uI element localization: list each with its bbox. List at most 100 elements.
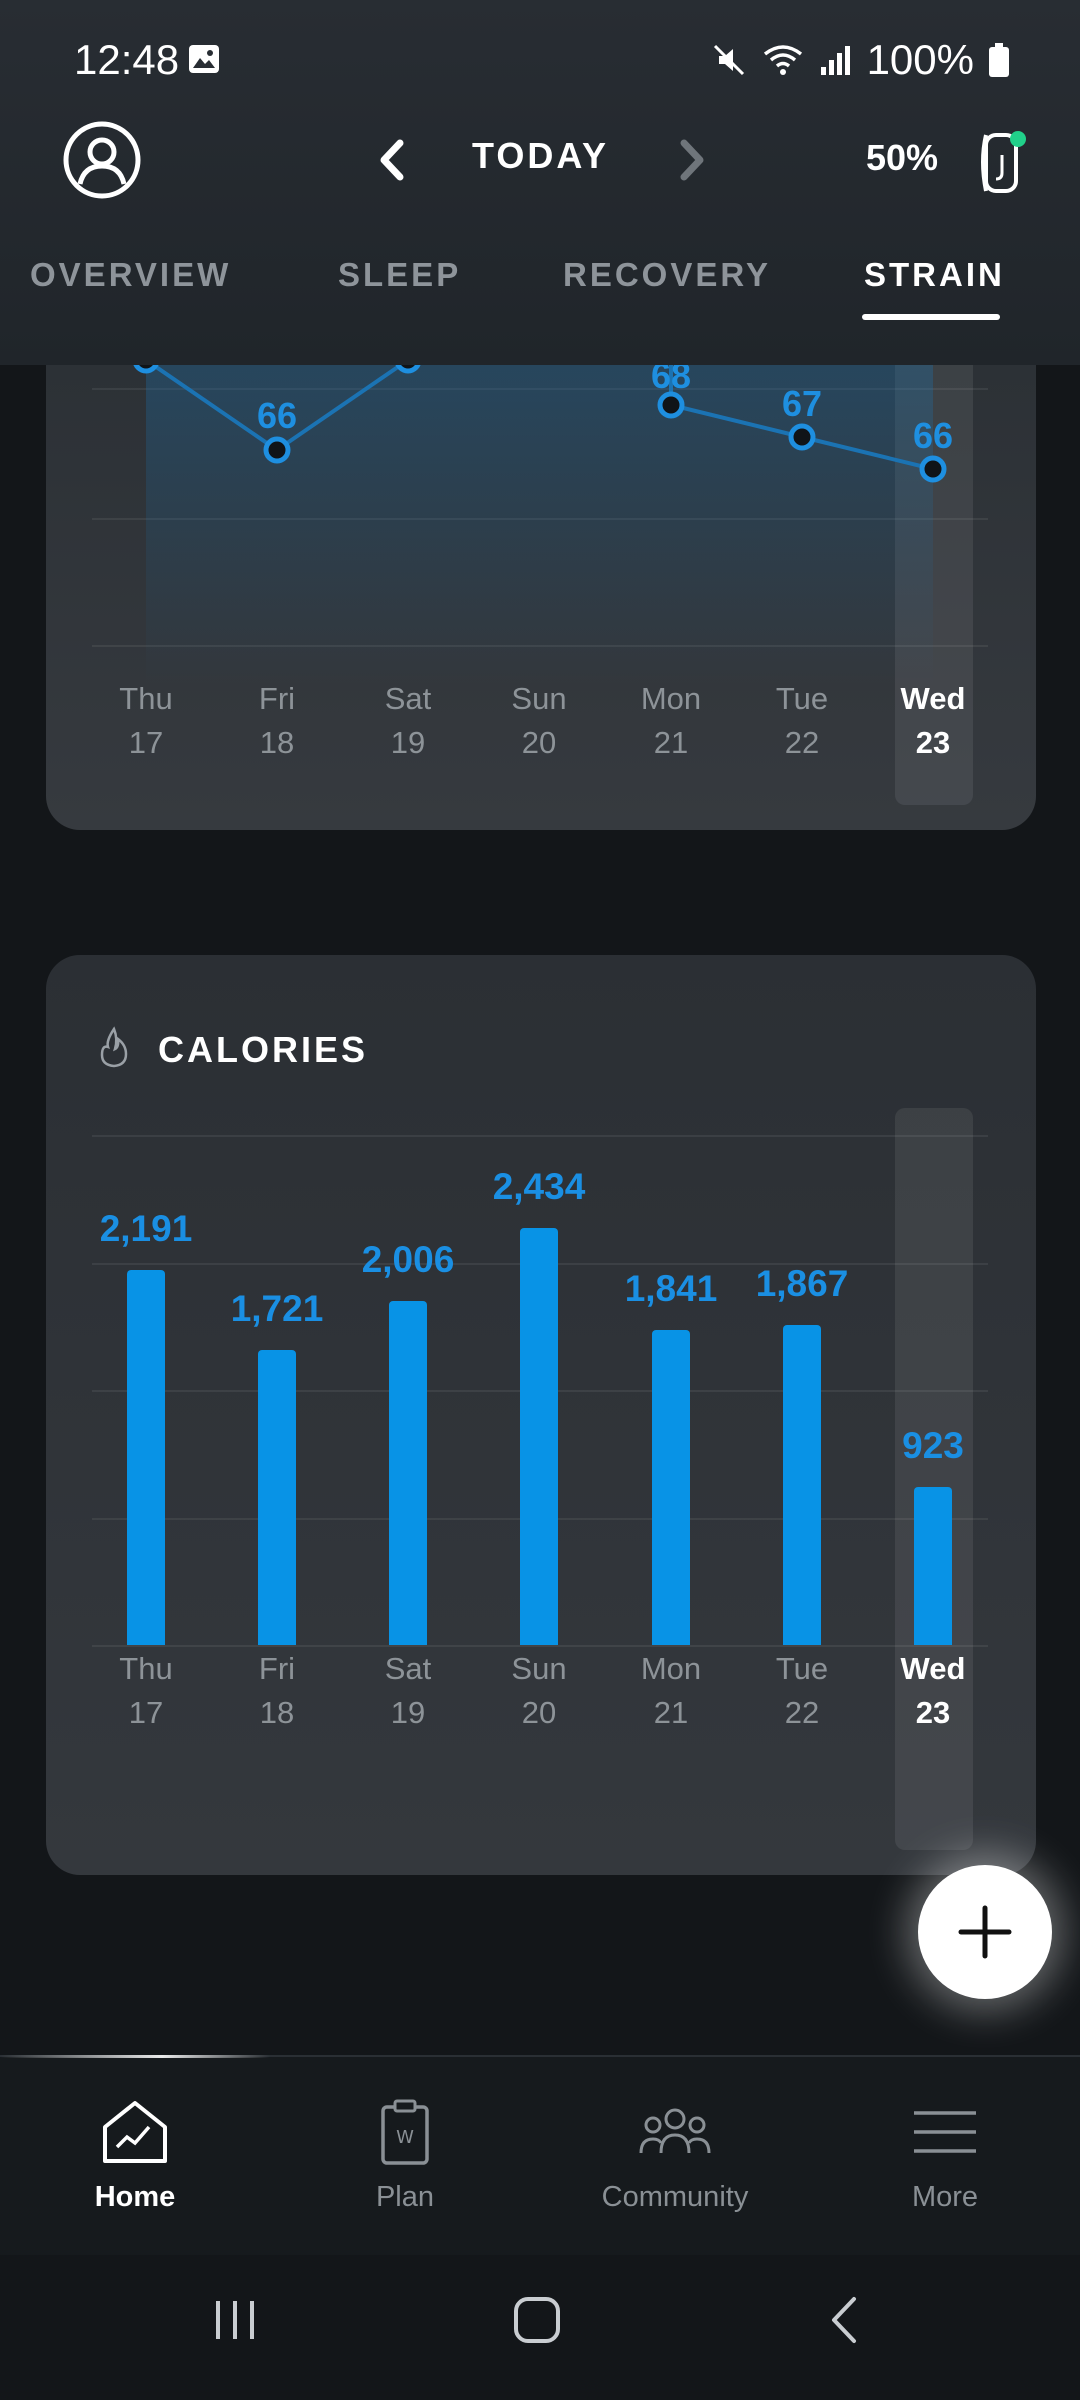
status-time: 12:48 xyxy=(74,36,180,83)
line-point xyxy=(263,436,291,464)
day-label-wed[interactable]: Wed 23 xyxy=(868,1647,998,1735)
flame-icon xyxy=(100,1026,128,1068)
tab-recovery[interactable]: RECOVERY xyxy=(563,256,771,293)
line-value-label: 66 xyxy=(912,415,954,456)
day-date: 19 xyxy=(390,725,426,760)
signal-icon xyxy=(820,46,850,75)
calorie-bar[interactable] xyxy=(914,1486,952,1645)
line-value-label: 68 xyxy=(650,365,692,396)
day-date: 18 xyxy=(259,725,295,760)
recents-icon[interactable] xyxy=(210,2295,260,2345)
line-point xyxy=(788,423,816,451)
profile-icon[interactable] xyxy=(62,120,142,200)
day-date: 18 xyxy=(259,1695,295,1730)
day-label-tue[interactable]: Tue 22 xyxy=(737,1647,867,1735)
day-label-sun[interactable]: Sun 20 xyxy=(474,1647,604,1735)
calorie-value-label: 2,006 xyxy=(361,1239,455,1281)
nav-home[interactable]: Home xyxy=(25,2097,245,2237)
calorie-bar[interactable] xyxy=(258,1350,296,1645)
day-label-mon[interactable]: Mon 21 xyxy=(606,677,736,765)
baseline xyxy=(92,1645,988,1647)
day-date: 20 xyxy=(521,1695,557,1730)
strap-icon[interactable] xyxy=(966,121,1036,201)
day-name: Wed xyxy=(900,1651,966,1686)
day-name: Fri xyxy=(258,1651,296,1686)
nav-plan[interactable]: W Plan xyxy=(295,2097,515,2237)
community-icon xyxy=(639,2108,711,2154)
day-date: 20 xyxy=(521,725,557,760)
day-date: 19 xyxy=(390,1695,426,1730)
day-label-fri[interactable]: Fri 18 xyxy=(212,1647,342,1735)
wifi-icon xyxy=(763,45,802,75)
calories-card[interactable]: CALORIES 2,191 1,721 2,006 2,434 1,841 1,867 9… xyxy=(46,955,1036,1875)
plus-icon xyxy=(958,1905,1012,1959)
nav-label: Home xyxy=(94,2181,176,2213)
content-scroll[interactable]: 66 68 67 66 Thu 17 Fri 18 Sat 19 Sun 20 Mon 21 Tue… xyxy=(0,365,1080,2055)
home-icon[interactable] xyxy=(512,2295,562,2345)
calorie-bar[interactable] xyxy=(127,1269,165,1645)
gallery-icon xyxy=(189,45,219,73)
nav-label: More xyxy=(911,2181,979,2213)
day-date: 17 xyxy=(128,1695,164,1730)
line-chart xyxy=(133,365,947,685)
line-area xyxy=(146,365,933,685)
card-title: CALORIES xyxy=(158,1029,369,1070)
calorie-bar[interactable] xyxy=(389,1301,427,1645)
clipboard-icon: W xyxy=(381,2099,429,2165)
current-day-highlight xyxy=(895,1108,973,1850)
day-label-thu[interactable]: Thu 17 xyxy=(81,677,211,765)
chevron-right-icon[interactable] xyxy=(672,135,712,185)
tab-overview[interactable]: OVERVIEW xyxy=(30,256,232,293)
day-label-thu[interactable]: Thu 17 xyxy=(81,1647,211,1735)
line-point xyxy=(657,391,685,419)
day-name: Sat xyxy=(384,681,432,716)
calorie-value-label: 1,721 xyxy=(230,1288,324,1330)
line-chart-card: 66 68 67 66 Thu 17 Fri 18 Sat 19 Sun 20 Mon 21 Tue… xyxy=(46,365,1036,830)
back-icon[interactable] xyxy=(820,2295,870,2345)
menu-icon xyxy=(914,2111,976,2153)
day-name: Tue xyxy=(775,681,829,716)
day-label-tue[interactable]: Tue 22 xyxy=(737,677,867,765)
nav-label: Plan xyxy=(375,2181,435,2213)
calorie-value-label: 1,867 xyxy=(755,1263,849,1305)
tab-bar: OVERVIEW SLEEP RECOVERY STRAIN xyxy=(0,250,1080,330)
day-date: 23 xyxy=(915,725,951,760)
tab-strain[interactable]: STRAIN xyxy=(864,256,1005,293)
day-date: 21 xyxy=(653,1695,689,1730)
nav-glow xyxy=(0,2055,270,2058)
nav-more[interactable]: More xyxy=(835,2097,1055,2237)
day-name: Fri xyxy=(258,681,296,716)
day-name: Mon xyxy=(640,681,702,716)
battery-icon xyxy=(989,43,1009,77)
day-name: Sun xyxy=(511,1651,567,1686)
add-activity-button[interactable] xyxy=(918,1865,1052,1999)
day-name: Sun xyxy=(511,681,567,716)
day-label-mon[interactable]: Mon 21 xyxy=(606,1647,736,1735)
day-date: 17 xyxy=(128,725,164,760)
header: TODAY 50% xyxy=(0,115,1080,235)
system-nav xyxy=(0,2255,1080,2400)
calorie-value-label: 923 xyxy=(902,1424,964,1466)
calorie-bar[interactable] xyxy=(783,1325,821,1645)
chevron-left-icon[interactable] xyxy=(372,135,412,185)
line-value-label: 67 xyxy=(781,383,823,424)
date-title[interactable]: TODAY xyxy=(472,135,610,176)
nav-label: Community xyxy=(601,2181,749,2213)
day-date: 23 xyxy=(915,1695,951,1730)
calorie-value-label: 1,841 xyxy=(624,1267,718,1309)
status-icons: 100% xyxy=(711,36,1010,84)
day-label-sat[interactable]: Sat 19 xyxy=(343,677,473,765)
day-label-sat[interactable]: Sat 19 xyxy=(343,1647,473,1735)
strap-battery-percent[interactable]: 50% xyxy=(866,137,939,178)
nav-community[interactable]: Community xyxy=(565,2097,785,2237)
day-label-wed[interactable]: Wed 23 xyxy=(868,677,998,765)
day-label-fri[interactable]: Fri 18 xyxy=(212,677,342,765)
home-chart-icon xyxy=(103,2101,167,2163)
calorie-bar[interactable] xyxy=(520,1228,558,1645)
tab-sleep[interactable]: SLEEP xyxy=(338,256,462,293)
bottom-nav: Home W Plan Community More xyxy=(0,2055,1080,2257)
line-point xyxy=(133,365,159,374)
calorie-bar[interactable] xyxy=(652,1329,690,1645)
status-battery-text: 100% xyxy=(866,36,974,83)
day-label-sun[interactable]: Sun 20 xyxy=(474,677,604,765)
